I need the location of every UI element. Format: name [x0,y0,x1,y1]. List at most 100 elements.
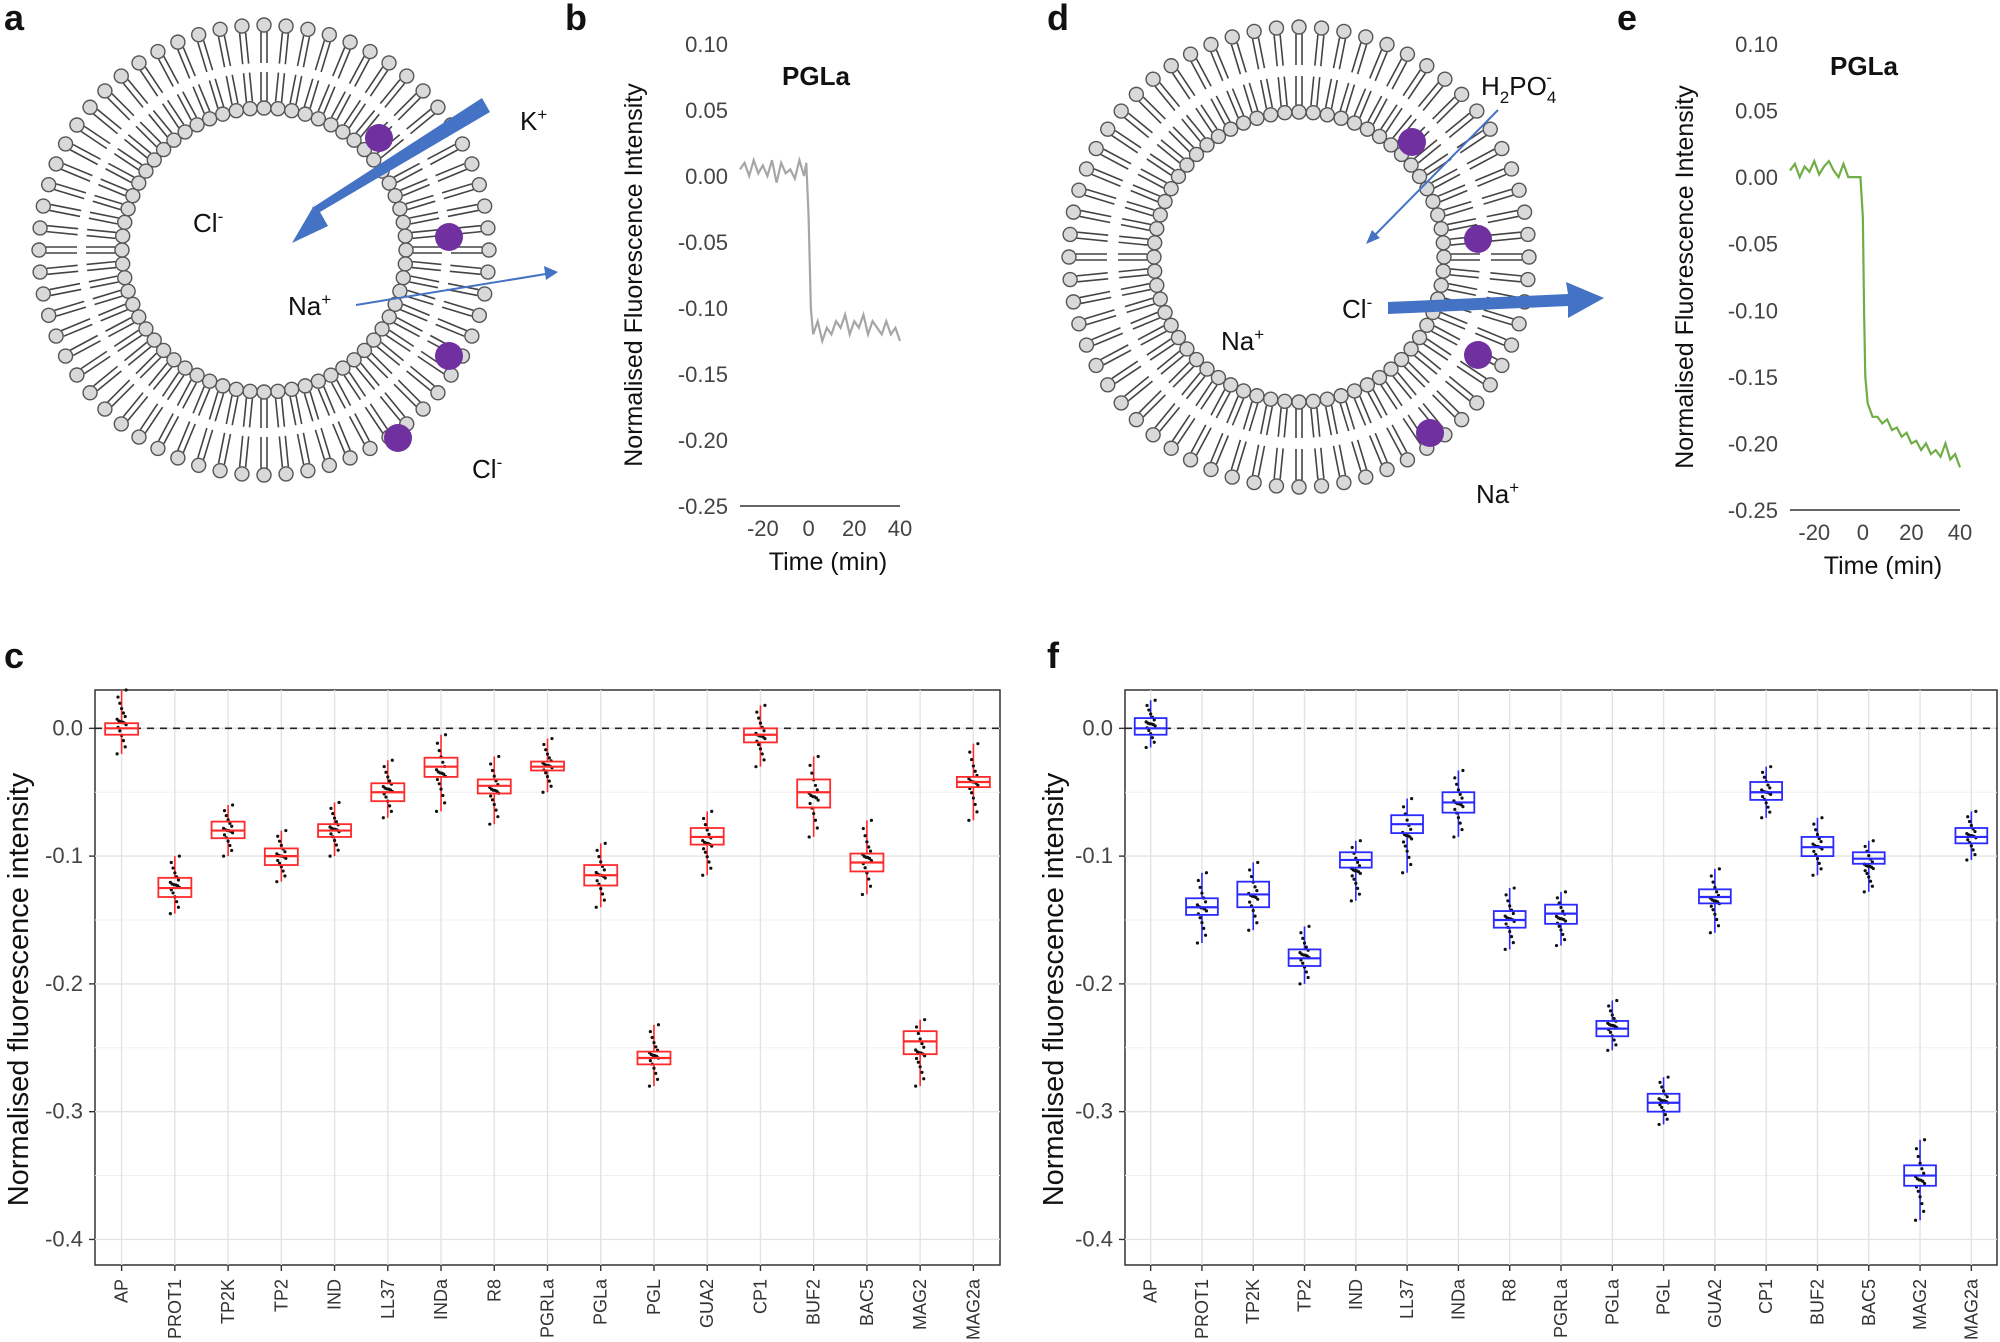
lipid-tail [1132,184,1161,197]
lipid-tail [1316,407,1321,437]
data-point [1352,877,1356,881]
lipid-tail [1080,209,1112,218]
data-point [1403,844,1407,848]
x-category-label: PGRLa [538,1278,558,1338]
data-point [599,887,603,891]
data-point [488,822,492,826]
data-point [922,1077,926,1081]
lipid-tail [1210,51,1224,82]
data-point [168,880,172,884]
data-point [328,854,332,858]
data-point [703,850,708,854]
data-point [544,748,548,752]
data-point [443,733,448,737]
lipid-tail [1226,90,1239,119]
data-point [1153,698,1157,702]
data-point [1811,873,1815,877]
lipid-tail [231,74,239,104]
lipid-head [1399,452,1416,468]
lipid-tail [1248,82,1259,111]
lipid-head [464,328,480,344]
peptide-dot [365,124,393,152]
lipid-tail [379,395,401,421]
lipid-head [454,136,471,152]
lipid-tail [1230,44,1242,75]
y-tick-label: 0.10 [685,32,728,57]
lipid-tail [157,413,174,442]
lipid-tail [1168,130,1190,153]
lipid-tail [139,121,162,144]
data-point [497,754,501,759]
lipid-tail [1356,439,1368,470]
data-point [441,760,445,764]
lipid-tail [1149,153,1175,171]
data-point [1196,878,1200,883]
lipid-tail [1118,268,1148,273]
data-point [281,869,285,873]
data-point [1760,770,1765,774]
data-point [436,770,440,774]
lipid-tail [1100,153,1129,170]
data-point [707,860,711,864]
lipid-head [1359,121,1376,137]
data-point [1152,740,1156,744]
lipid-tail [1448,117,1474,139]
data-point [1867,875,1871,879]
peptide-dot [1464,341,1492,369]
lipid-tail [1277,77,1282,107]
lipid-tail [1397,372,1417,396]
lipid-tail [1142,394,1166,418]
lipid-tail [348,103,367,129]
x-category-label: PROT1 [1192,1279,1212,1339]
x-category-label: GUA2 [697,1279,717,1328]
lipid-tail [1154,403,1176,428]
lipid-tail [1273,35,1278,67]
lipid-tail [1242,84,1253,113]
data-point [283,874,287,878]
data-point [329,832,333,836]
lipid-tail [1159,406,1181,432]
lipid-tail [1226,395,1239,424]
data-point [1766,783,1770,787]
lipid-head [97,401,113,417]
data-point [707,832,711,836]
x-category-label: PGL [1654,1279,1674,1315]
lipid-head [397,256,414,272]
lipid-head [1411,329,1428,346]
data-point [975,810,979,814]
data-point [1916,1189,1920,1193]
lipid-head [1246,474,1262,491]
lipid-tail [83,355,111,375]
lipid-tail [303,78,314,107]
lipid-head [278,466,294,482]
lipid-tail [122,82,144,108]
data-point [336,848,340,852]
data-point [1913,1218,1918,1222]
data-point [1559,928,1563,932]
lipid-tail [1120,282,1150,291]
lipid-tail [1338,38,1347,70]
lipid-head [399,68,415,84]
lipid-head [310,111,327,127]
x-category-label: INDa [431,1278,451,1320]
lipid-head [1128,411,1145,428]
lipid-head [1503,161,1520,177]
lipid-head [1163,317,1179,334]
lipid-tail [223,433,232,465]
data-point [1973,852,1977,857]
lipid-head [212,21,228,38]
x-category-label: CP1 [1756,1279,1776,1314]
data-point [1768,786,1772,790]
data-point [916,1060,920,1064]
lipid-tail [337,421,351,451]
data-point [1608,1030,1613,1035]
lipid-head [1379,461,1395,478]
lipid-head [138,321,154,337]
lipid-tail [225,395,233,425]
lipid-head [131,309,147,325]
data-point [1769,765,1773,769]
data-point [1967,819,1972,824]
lipid-tail [405,194,434,205]
data-point [1612,1016,1616,1021]
